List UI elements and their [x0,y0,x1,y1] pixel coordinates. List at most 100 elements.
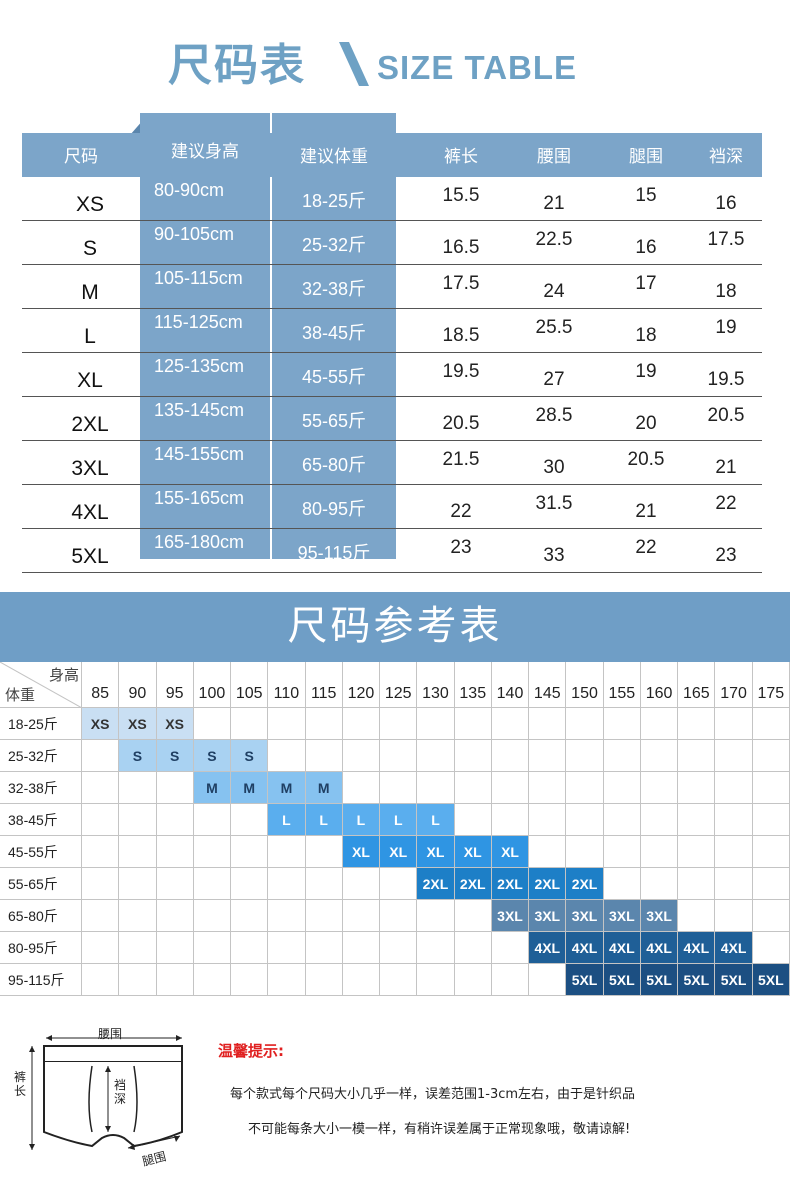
header-height: 建议身高 [171,142,239,162]
size-band-cell: L [380,804,418,836]
waist-cell: 25.5 [535,317,573,338]
size-band-cell: S [231,740,269,772]
grid-cell [417,964,455,996]
grid-cell [566,804,604,836]
grid-cell [305,868,343,900]
grid-cell [603,740,641,772]
grid-cell [454,740,492,772]
corner-diagonal [0,662,82,708]
rise-cell: 23 [715,545,737,566]
size-band-cell: 4XL [678,932,716,964]
grid-cell [491,708,530,740]
length-cell: 21.5 [442,449,480,470]
title-chinese: 尺码表 [168,40,306,91]
rise-cell: 17.5 [707,229,745,250]
grid-cell [380,772,418,804]
header-rise: 裆深 [709,147,743,167]
grid-cell [193,708,232,740]
size-cell: S [82,237,97,260]
grid-cell [529,772,567,804]
waist-cell: 21 [543,193,565,214]
grid-cell [268,900,306,932]
size-band-cell: XL [342,836,381,868]
rise-cell: 22 [715,493,737,514]
size-band-cell: 4XL [529,932,567,964]
grid-cell [305,932,343,964]
grid-cell [454,900,492,932]
height-column-header: 160 [640,662,679,708]
grid-cell [231,708,269,740]
grid-cell [715,740,753,772]
grid-cell [566,772,604,804]
grid-cell [417,772,455,804]
size-band-cell: 5XL [678,964,716,996]
grid-cell [342,740,381,772]
size-band-cell: 2XL [529,868,567,900]
title-english: SIZE TABLE [377,49,578,86]
grid-cell [268,932,306,964]
height-cell: 145-155cm [154,444,245,464]
grid-cell [305,740,343,772]
grid-cell [156,772,194,804]
header-weight: 建议体重 [300,147,368,167]
size-band-cell: S [193,740,232,772]
header-waist: 腰围 [537,147,571,167]
height-column-header: 130 [417,662,455,708]
weight-row-header: 32-38斤 [0,772,82,804]
length-cell: 15.5 [442,185,480,206]
grid-cell [715,900,753,932]
weight-cell: 65-80斤 [301,455,367,475]
grid-cell [640,740,679,772]
size-band-cell: 2XL [566,868,604,900]
header-size: 尺码 [64,147,98,167]
size-band-cell: 4XL [715,932,753,964]
leg-cell: 16 [635,237,657,258]
grid-cell [156,836,194,868]
reference-banner: 尺码参考表 [0,592,790,662]
leg-cell: 18 [635,325,657,346]
size-band-cell: 5XL [603,964,641,996]
rise-label: 裆深 [114,1078,127,1106]
length-cell: 22 [450,501,472,522]
slash-divider [339,42,369,86]
grid-cell [342,900,381,932]
height-column-header: 90 [119,662,157,708]
height-column-header: 100 [193,662,232,708]
height-column-header: 145 [529,662,567,708]
grid-cell [566,740,604,772]
rise-cell: 19.5 [707,369,745,390]
grid-cell [268,964,306,996]
height-column-header: 140 [491,662,530,708]
grid-cell [342,772,381,804]
grid-cell [119,900,157,932]
height-column-header: 115 [305,662,343,708]
table-row: M 105-115cm 32-38斤 17.5 24 17 18 [22,265,762,309]
weight-row-header: 65-80斤 [0,900,82,932]
grid-cell [529,964,567,996]
grid-cell [380,708,418,740]
grid-cell [380,900,418,932]
grid-cell [715,708,753,740]
page-header: 尺码表 SIZE TABLE [0,38,790,100]
grid-cell [193,900,232,932]
grid-cell [119,932,157,964]
grid-cell [715,804,753,836]
grid-cell [752,804,790,836]
grid-cell [603,804,641,836]
grid-cell [156,804,194,836]
grid-cell [678,836,716,868]
grid-cell [603,836,641,868]
grid-cell [119,804,157,836]
grid-cell [454,708,492,740]
length-cell: 19.5 [442,361,480,382]
rise-cell: 18 [715,281,737,302]
grid-cell [119,868,157,900]
size-band-cell: XS [82,708,120,740]
size-band-cell: L [268,804,306,836]
height-column-header: 155 [603,662,641,708]
size-band-cell: 4XL [566,932,604,964]
size-band-cell: 2XL [454,868,492,900]
underwear-diagram: 腰围 裤长 裆深 腿围 [10,1020,200,1170]
grid-cell [82,836,120,868]
length-cell: 17.5 [442,273,480,294]
